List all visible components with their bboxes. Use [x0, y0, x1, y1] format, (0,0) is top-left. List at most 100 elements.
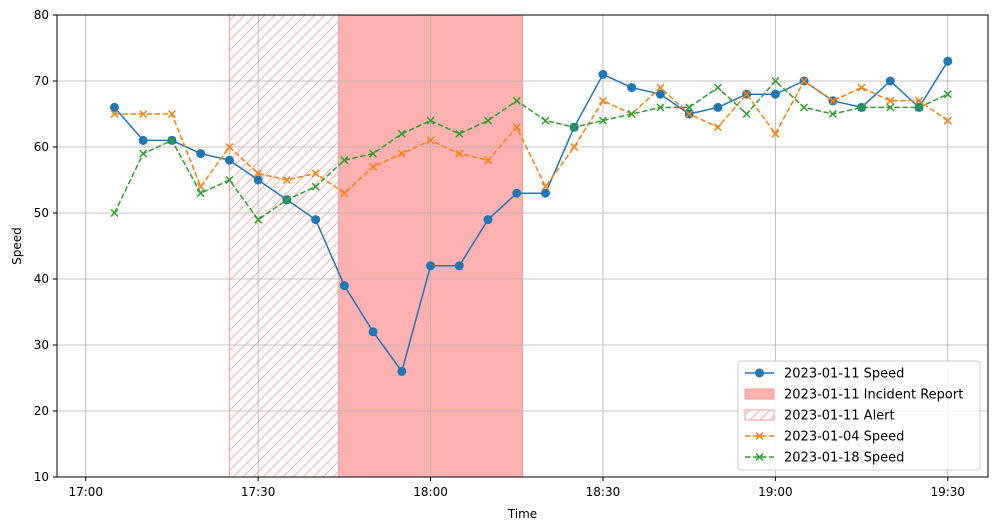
data-point	[713, 83, 722, 92]
legend-patch	[744, 409, 775, 421]
data-point	[138, 135, 148, 145]
data-point	[455, 129, 464, 138]
data-point	[540, 188, 550, 198]
data-point	[483, 116, 493, 125]
x-tick-label: 19:00	[758, 485, 793, 499]
legend: 2023-01-11 Speed 2023-01-11 Incident Repo…	[737, 360, 981, 471]
data-point	[311, 182, 320, 191]
data-point	[483, 215, 493, 225]
x-axis-label: Time	[507, 507, 537, 521]
data-point	[713, 123, 722, 132]
y-tick-label: 30	[34, 338, 49, 352]
y-tick-label: 10	[34, 470, 49, 484]
data-point	[311, 215, 321, 225]
data-point	[369, 149, 378, 158]
data-point	[196, 189, 205, 198]
legend-label: 2023-01-11 Incident Report	[784, 388, 963, 403]
data-point	[915, 103, 924, 112]
y-tick-label: 50	[34, 206, 49, 220]
y-tick-label: 80	[34, 8, 49, 22]
legend-box	[737, 360, 981, 471]
legend-marker	[755, 431, 764, 441]
data-point	[771, 76, 780, 86]
data-point	[368, 327, 378, 337]
data-point	[627, 109, 636, 119]
data-point	[512, 123, 521, 132]
data-point	[857, 103, 866, 112]
data-point	[139, 109, 148, 119]
data-point	[426, 116, 435, 125]
series-line	[113, 80, 949, 221]
data-point	[110, 109, 119, 119]
data-point	[598, 116, 607, 125]
data-point	[828, 109, 837, 119]
x-tick-label: 19:30	[930, 485, 965, 499]
data-point	[570, 123, 579, 132]
data-point	[426, 261, 436, 271]
data-point	[397, 366, 407, 376]
data-point	[397, 149, 406, 158]
series-line	[114, 80, 949, 194]
data-point	[225, 142, 234, 152]
y-axis-label: Speed	[10, 227, 24, 265]
data-point	[224, 155, 234, 165]
data-point	[656, 103, 665, 112]
span-alert	[228, 14, 345, 478]
legend-label: 2023-01-11 Alert	[784, 409, 895, 424]
axis-ticks: 17:00 17:30 18:00 18:30 19:00 19:30 10 20 30 40 50…	[34, 8, 965, 499]
data-point	[742, 90, 751, 99]
data-point	[340, 189, 349, 198]
legend-patch	[744, 388, 775, 400]
highlight-spans	[228, 14, 523, 478]
series-2023-01-04-speed	[110, 76, 952, 198]
data-point	[369, 162, 378, 171]
y-tick-label: 60	[34, 140, 49, 154]
legend-marker	[755, 452, 764, 462]
data-point	[800, 103, 809, 112]
data-point	[311, 169, 320, 178]
data-point	[685, 109, 694, 119]
data-point	[828, 96, 837, 105]
plot-frame	[56, 14, 989, 478]
data-point	[254, 215, 263, 224]
data-point	[598, 96, 607, 105]
data-point	[110, 208, 119, 218]
data-point	[426, 136, 435, 145]
data-point	[627, 83, 637, 93]
data-point	[512, 188, 522, 198]
data-point	[943, 56, 953, 66]
x-tick-label: 18:30	[586, 485, 621, 499]
data-point	[943, 116, 952, 125]
data-point	[339, 281, 349, 291]
series-2023-01-18-speed	[110, 76, 952, 224]
data-point	[541, 116, 550, 125]
x-tick-label: 17:00	[68, 485, 103, 499]
y-tick-label: 40	[34, 272, 49, 286]
data-point	[455, 149, 464, 158]
y-tick-label: 70	[34, 74, 49, 88]
data-point	[109, 102, 119, 112]
data-point	[713, 102, 723, 112]
data-point	[167, 136, 176, 145]
legend-label: 2023-01-18 Speed	[784, 451, 904, 466]
data-point	[655, 89, 665, 99]
data-point	[943, 90, 952, 99]
data-point	[656, 83, 665, 92]
data-point	[570, 142, 579, 152]
x-tick-label: 18:00	[413, 485, 448, 499]
legend-label: 2023-01-04 Speed	[784, 430, 904, 445]
data-point	[397, 129, 406, 138]
data-point	[857, 83, 866, 92]
data-point	[282, 175, 291, 185]
data-point	[139, 149, 148, 158]
data-point	[512, 96, 521, 105]
data-point	[196, 149, 206, 159]
data-point	[770, 89, 780, 99]
series	[109, 56, 953, 376]
data-point	[541, 182, 550, 191]
data-point	[771, 129, 780, 138]
data-point	[800, 76, 809, 86]
data-point	[886, 103, 895, 112]
legend-label: 2023-01-11 Speed	[784, 367, 904, 382]
